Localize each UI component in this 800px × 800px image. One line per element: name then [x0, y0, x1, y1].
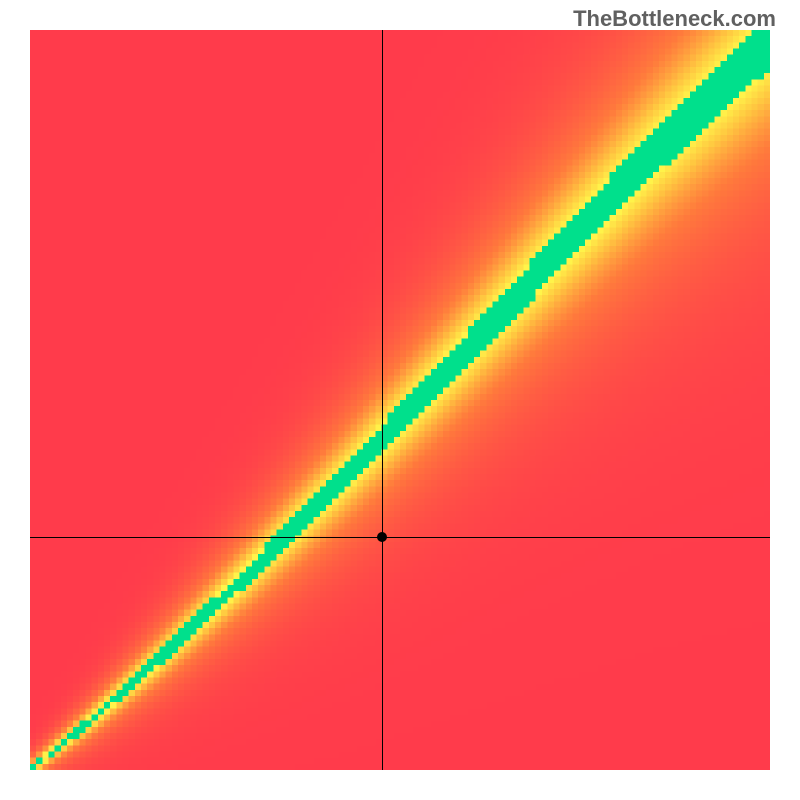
watermark-text: TheBottleneck.com: [573, 6, 776, 32]
heatmap-plot-area: [30, 30, 770, 770]
crosshair-vertical: [382, 30, 383, 770]
crosshair-horizontal: [30, 537, 770, 538]
heatmap-canvas: [30, 30, 770, 770]
selection-marker: [377, 532, 387, 542]
